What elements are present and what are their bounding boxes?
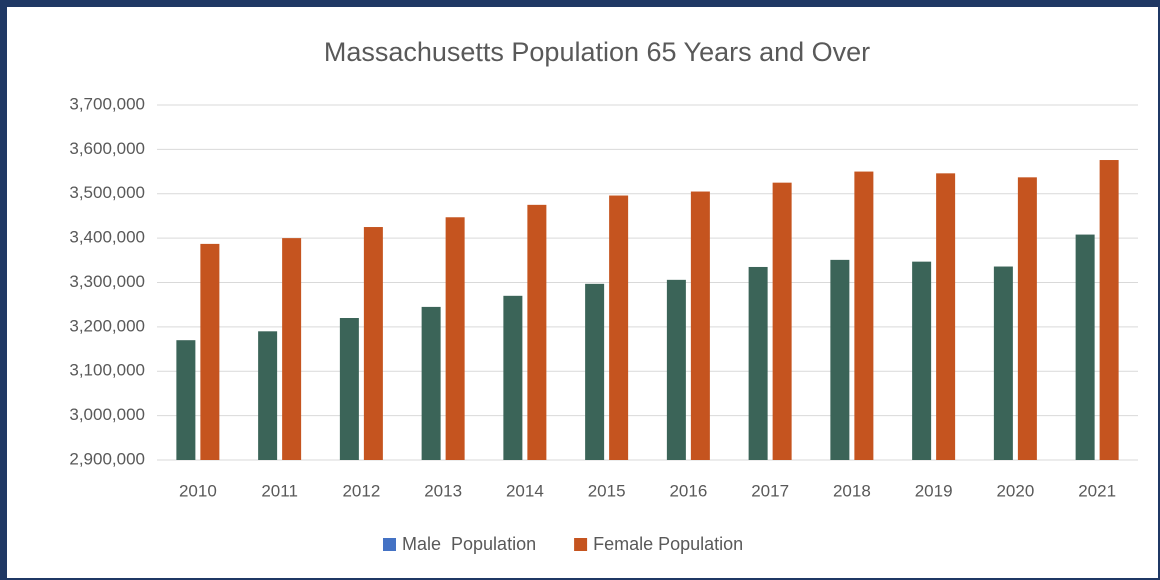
bar — [936, 173, 956, 460]
x-tick-label: 2015 — [588, 481, 626, 500]
x-tick-label: 2010 — [179, 481, 217, 500]
chart-area — [7, 7, 1158, 578]
bar — [1099, 160, 1119, 460]
legend-label: Female Population — [593, 534, 743, 554]
y-tick-label: 3,400,000 — [69, 228, 145, 247]
chart-title: Massachusetts Population 65 Years and Ov… — [324, 37, 870, 67]
x-tick-label: 2016 — [669, 481, 707, 500]
bar — [339, 318, 359, 460]
x-tick-label: 2014 — [506, 481, 544, 500]
bar — [258, 331, 278, 460]
y-tick-label: 3,000,000 — [69, 405, 145, 424]
x-tick-label: 2017 — [751, 481, 789, 500]
bar — [585, 283, 605, 460]
bar — [282, 238, 302, 460]
bar — [527, 204, 547, 460]
x-tick-label: 2011 — [261, 481, 298, 500]
bar — [772, 182, 792, 460]
bar — [993, 266, 1013, 460]
bar — [912, 261, 932, 460]
y-tick-label: 3,600,000 — [69, 139, 145, 158]
bar — [503, 295, 523, 460]
x-tick-label: 2012 — [342, 481, 380, 500]
bar — [666, 279, 686, 460]
bar — [830, 259, 850, 460]
legend-swatch — [574, 538, 588, 551]
y-tick-label: 3,700,000 — [69, 94, 145, 113]
y-tick-label: 3,300,000 — [69, 272, 145, 291]
legend-label: Male Population — [402, 534, 536, 554]
x-tick-label: 2018 — [833, 481, 871, 500]
y-tick-label: 3,200,000 — [69, 316, 145, 335]
x-tick-label: 2021 — [1078, 481, 1116, 500]
y-tick-label: 3,100,000 — [69, 361, 145, 380]
bar — [609, 195, 629, 460]
x-tick-label: 2019 — [915, 481, 953, 500]
legend-swatch — [383, 538, 396, 551]
bar — [363, 227, 383, 460]
x-tick-label: 2020 — [996, 481, 1034, 500]
bar — [748, 266, 768, 460]
y-tick-label: 3,500,000 — [69, 183, 145, 202]
bar — [421, 306, 441, 460]
bar — [445, 217, 465, 460]
bar — [200, 243, 220, 460]
x-tick-label: 2013 — [424, 481, 462, 500]
bar — [1075, 234, 1095, 460]
y-tick-label: 2,900,000 — [69, 449, 145, 468]
bar — [1017, 177, 1037, 461]
bar — [690, 191, 710, 460]
bar — [176, 340, 196, 460]
bar — [854, 171, 874, 460]
